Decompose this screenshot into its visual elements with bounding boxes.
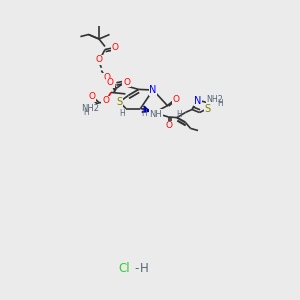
Text: O: O: [166, 122, 173, 130]
Text: N: N: [149, 85, 157, 95]
Text: NH: NH: [150, 110, 162, 119]
Text: O: O: [88, 92, 96, 101]
Text: Cl: Cl: [119, 262, 130, 275]
Text: NH2: NH2: [207, 94, 224, 103]
Text: O: O: [103, 74, 110, 82]
Text: H: H: [140, 262, 148, 275]
Text: -: -: [134, 262, 139, 275]
Text: S: S: [205, 103, 211, 114]
Text: H: H: [176, 110, 182, 119]
Text: O: O: [95, 56, 103, 64]
Text: O: O: [173, 94, 180, 103]
Text: O: O: [111, 43, 118, 52]
Text: S: S: [116, 97, 122, 107]
Text: O: O: [102, 96, 109, 105]
Text: N: N: [194, 95, 202, 106]
Text: H: H: [141, 109, 147, 118]
Text: H: H: [83, 108, 89, 117]
Text: O: O: [107, 78, 114, 87]
Text: NH2: NH2: [82, 104, 100, 113]
Text: H: H: [217, 99, 223, 108]
Text: O: O: [123, 78, 130, 87]
Text: H: H: [119, 109, 125, 118]
